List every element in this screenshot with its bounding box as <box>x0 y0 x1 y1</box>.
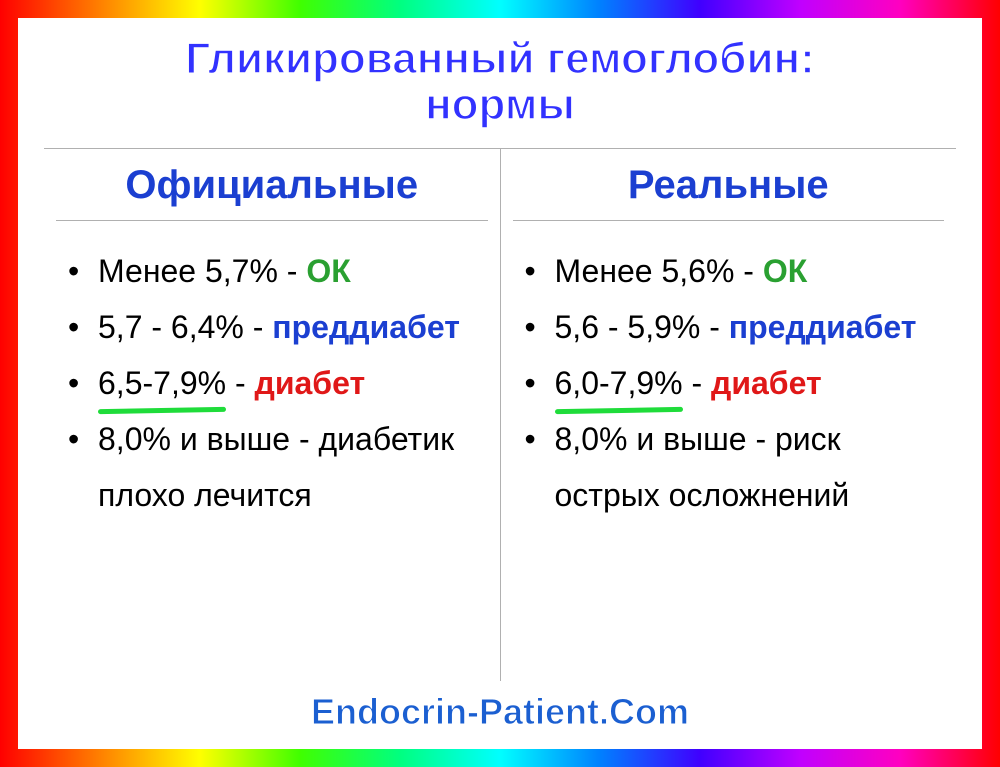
range-value: 5,6% <box>661 253 734 289</box>
status-label: диабет <box>711 365 822 401</box>
range-value: 5,6 - 5,9% <box>555 309 701 345</box>
content-card: Гликированный гемоглобин: нормы Официаль… <box>18 18 982 749</box>
list-official: Менее 5,7% - ОК5,7 - 6,4% - преддиабет6,… <box>56 243 488 523</box>
rainbow-frame: Гликированный гемоглобин: нормы Официаль… <box>0 0 1000 767</box>
title-line-1: Гликированный гемоглобин: <box>185 34 815 83</box>
heading-real: Реальные <box>513 163 945 221</box>
range-value: 8,0% и выше <box>98 421 290 457</box>
status-label: ОК <box>763 253 807 289</box>
status-label: диабет <box>255 365 366 401</box>
list-item: 6,0-7,9% - диабет <box>525 355 945 411</box>
column-official: Официальные Менее 5,7% - ОК5,7 - 6,4% - … <box>44 149 501 681</box>
status-label: ОК <box>306 253 350 289</box>
status-label: преддиабет <box>729 309 917 345</box>
range-value: 5,7 - 6,4% <box>98 309 244 345</box>
list-real: Менее 5,6% - ОК5,6 - 5,9% - преддиабет6,… <box>513 243 945 523</box>
range-value: 6,0-7,9% <box>555 355 683 411</box>
status-label: преддиабет <box>272 309 460 345</box>
main-title: Гликированный гемоглобин: нормы <box>44 36 956 128</box>
list-item: 5,6 - 5,9% - преддиабет <box>525 299 945 355</box>
column-real: Реальные Менее 5,6% - ОК5,6 - 5,9% - пре… <box>501 149 957 681</box>
list-item: Менее 5,6% - ОК <box>525 243 945 299</box>
title-line-2: нормы <box>425 80 575 129</box>
range-value: 8,0% и выше <box>555 421 747 457</box>
list-item: 5,7 - 6,4% - преддиабет <box>68 299 488 355</box>
footer-source: Endocrin-Patient.Com <box>44 681 956 749</box>
list-item: 8,0% и выше - риск острых осложнений <box>525 411 945 523</box>
heading-official: Официальные <box>56 163 488 221</box>
range-value: 6,5-7,9% <box>98 355 226 411</box>
range-value: 5,7% <box>205 253 278 289</box>
list-item: 6,5-7,9% - диабет <box>68 355 488 411</box>
columns-wrapper: Официальные Менее 5,7% - ОК5,7 - 6,4% - … <box>44 148 956 681</box>
list-item: Менее 5,7% - ОК <box>68 243 488 299</box>
list-item: 8,0% и выше - диабетик плохо лечится <box>68 411 488 523</box>
